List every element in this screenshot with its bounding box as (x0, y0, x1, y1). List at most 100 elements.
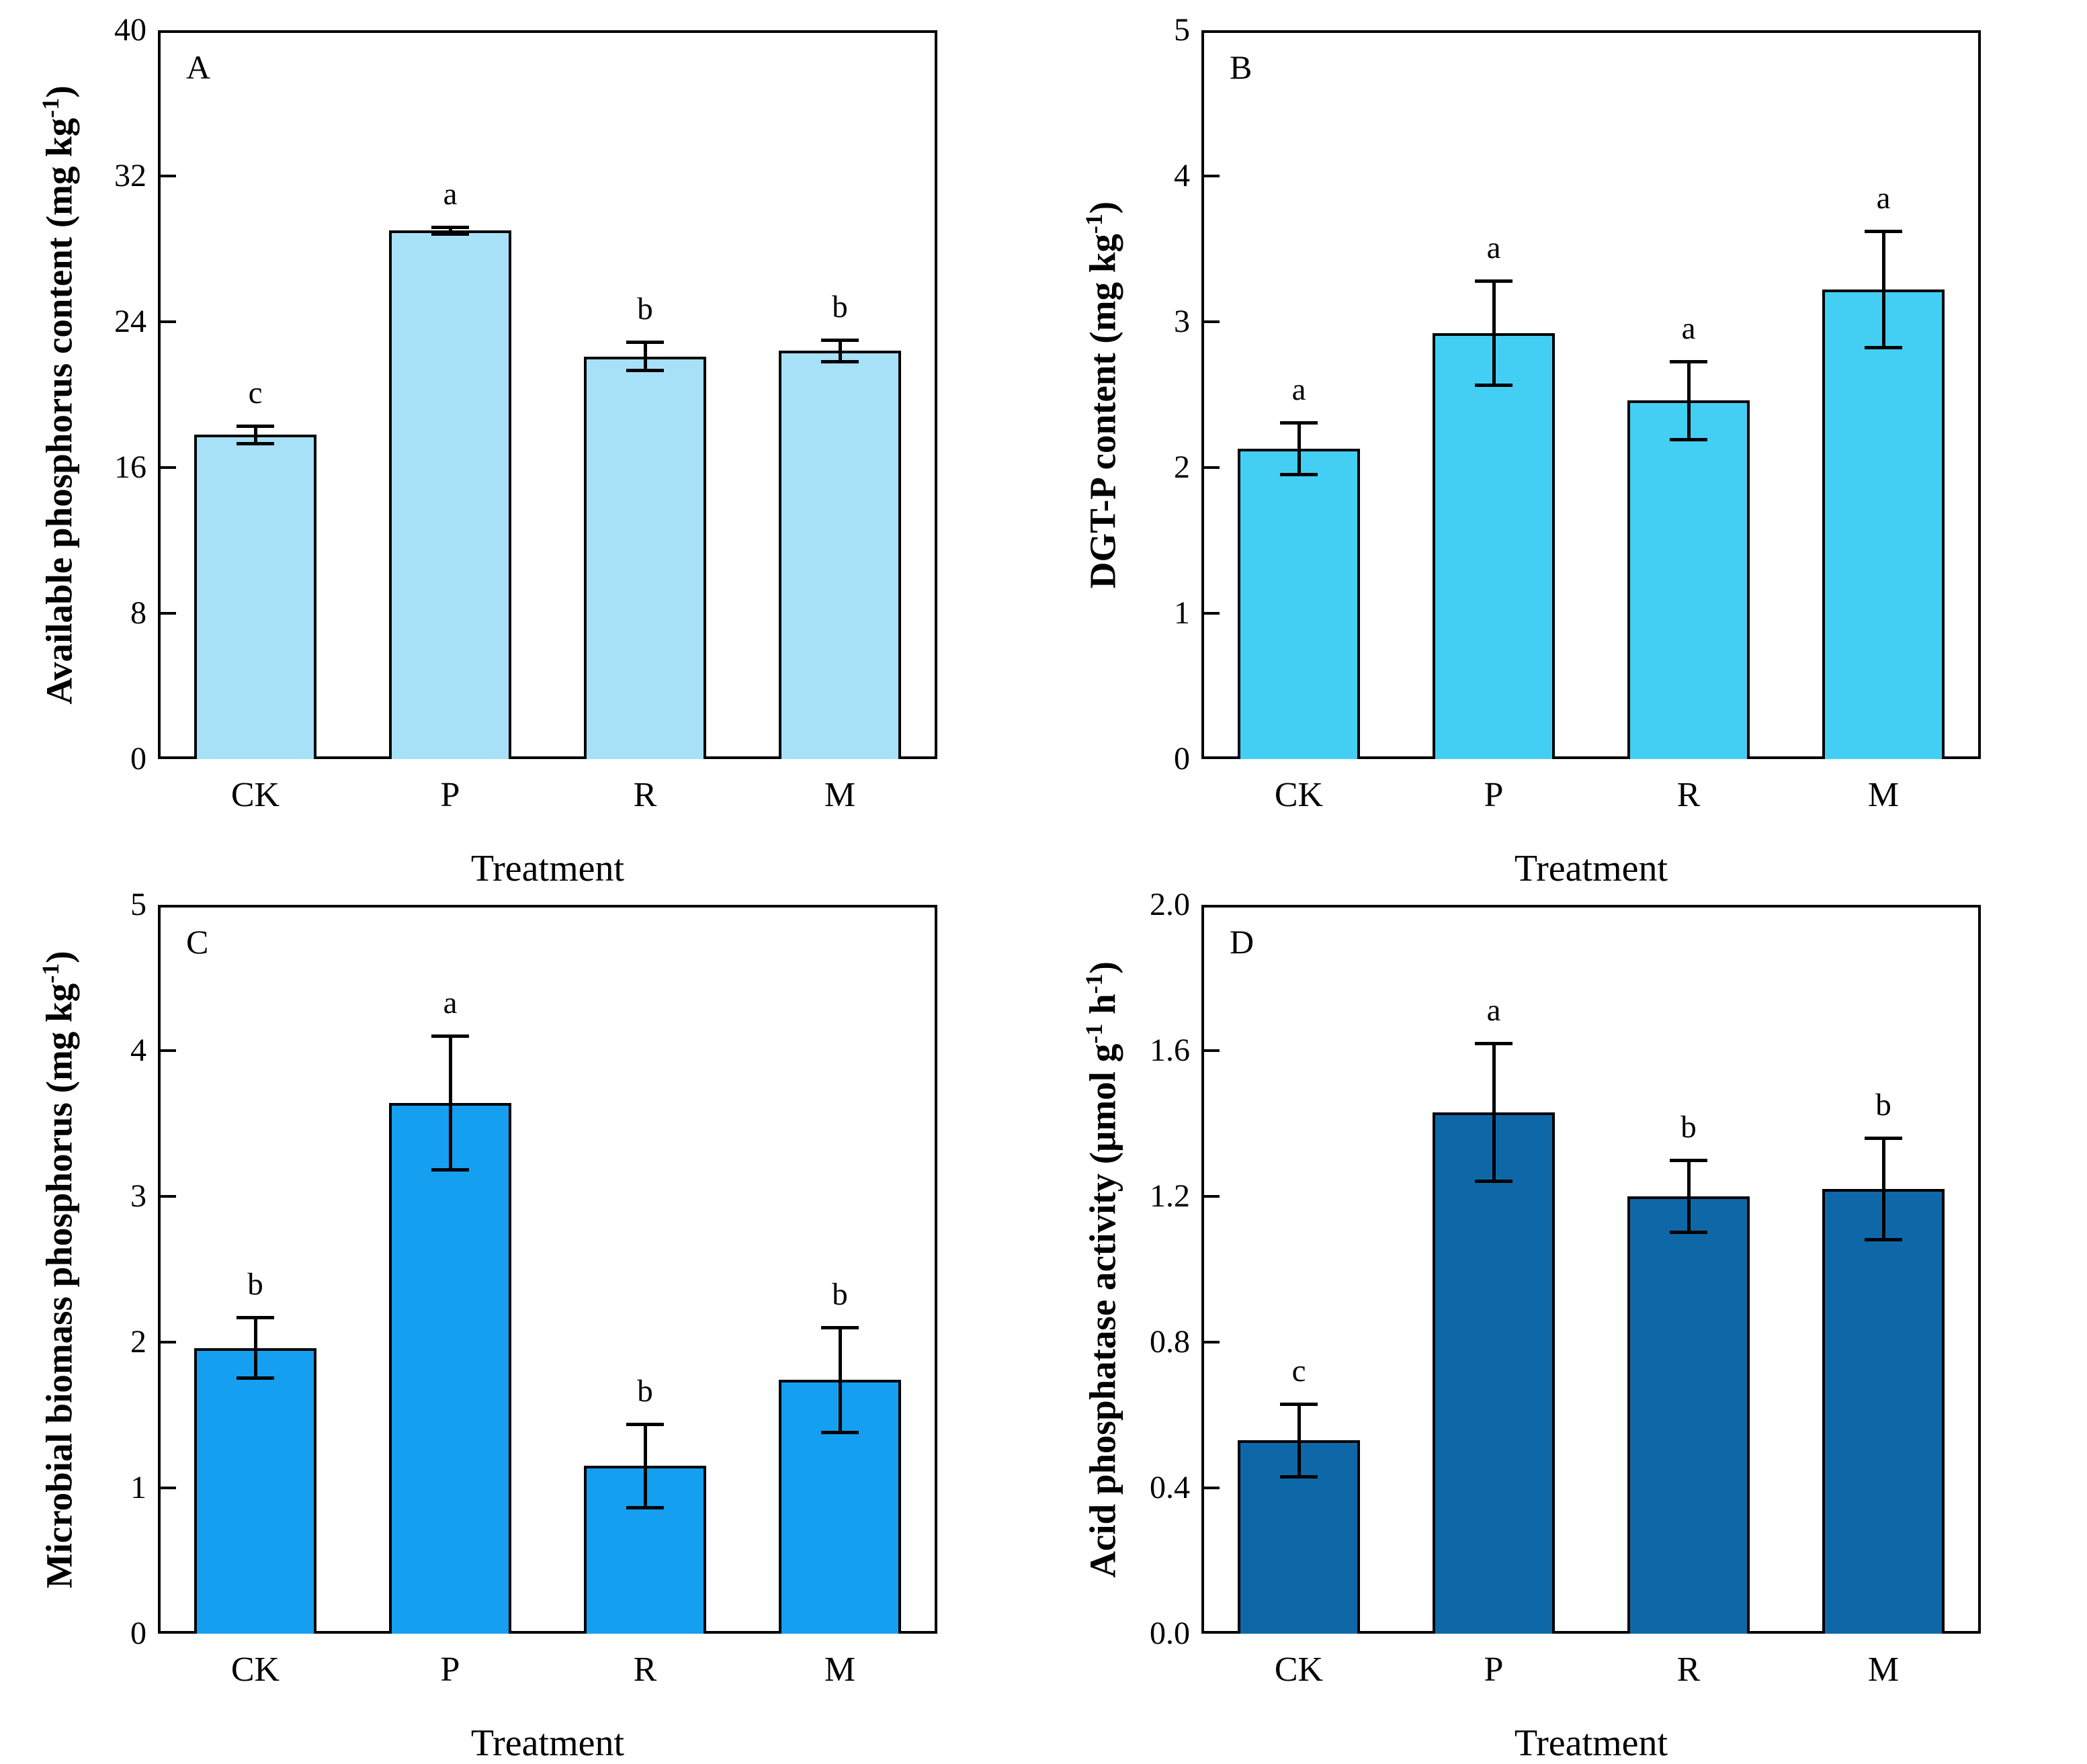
y-tick-mark (1201, 1049, 1220, 1052)
error-bar-cap-bottom (821, 359, 859, 363)
x-tick-label-R: R (633, 1650, 657, 1689)
error-bar-cap-bottom (237, 1376, 274, 1380)
error-bar-cap-bottom (1865, 1238, 1902, 1242)
bar-P (1433, 333, 1555, 759)
error-bar-cap-bottom (1670, 1231, 1707, 1235)
significance-letter: a (1486, 230, 1501, 266)
y-tick-label: 3 (130, 1178, 146, 1214)
error-bar-cap-bottom (821, 1430, 859, 1434)
y-tick-mark (158, 175, 176, 177)
error-bar-cap-top (821, 1326, 859, 1330)
y-axis-title: Microbial biomass phosphorus (mg kg-1) (27, 867, 79, 1673)
y-tick-label: 0.0 (1150, 1616, 1190, 1651)
x-tick-label-R: R (633, 776, 657, 814)
bar-CK (1238, 448, 1360, 759)
y-axis-title: DGT-P content (mg kg-1) (1070, 0, 1123, 798)
x-tick-label-M: M (824, 776, 856, 814)
y-axis-title-segment: -1 (1080, 973, 1107, 994)
y-tick-label: 8 (130, 595, 146, 631)
error-bar-cap-top (1670, 359, 1707, 363)
error-bar-cap-bottom (237, 441, 274, 445)
panel-letter: A (186, 48, 211, 86)
error-bar-cap-bottom (1475, 384, 1513, 388)
y-tick-label: 24 (114, 304, 146, 339)
error-bar-cap-bottom (1280, 472, 1318, 476)
error-bar-line (643, 1423, 647, 1509)
y-axis-title-segment: ) (1082, 961, 1123, 973)
significance-letter: a (1876, 181, 1891, 216)
x-tick-label-P: P (1484, 776, 1504, 814)
error-bar-line (1881, 231, 1885, 349)
error-bar-cap-top (626, 340, 664, 344)
bar-P (389, 230, 511, 759)
error-bar-line (838, 340, 842, 362)
y-tick-mark (1201, 175, 1220, 177)
significance-letter: a (1486, 993, 1501, 1028)
x-axis-title: Treatment (1514, 848, 1668, 889)
y-axis-title: Acid phosphatase activity (μmol g-1 h-1) (1070, 867, 1123, 1673)
error-bar-line (1687, 361, 1691, 440)
x-axis-title: Treatment (470, 848, 625, 889)
panel-letter: B (1230, 48, 1252, 86)
significance-letter: b (1875, 1088, 1891, 1123)
y-tick-mark (158, 1341, 176, 1343)
y-tick-label: 4 (130, 1032, 146, 1068)
significance-letter: a (443, 176, 458, 212)
error-bar-cap-bottom (1475, 1180, 1513, 1184)
error-bar-cap-top (237, 424, 274, 428)
error-bar-cap-top (1475, 279, 1513, 283)
error-bar-line (253, 425, 257, 444)
significance-letter: b (637, 291, 653, 326)
bar-P (389, 1103, 511, 1634)
y-tick-label: 5 (130, 887, 146, 922)
y-tick-mark (1201, 1195, 1220, 1198)
error-bar-cap-bottom (626, 1506, 664, 1510)
y-tick-label: 2 (1174, 449, 1190, 485)
significance-letter: a (1681, 310, 1696, 346)
bar-M (1822, 1189, 1945, 1634)
y-tick-mark (1201, 612, 1220, 615)
bar-R (1627, 1196, 1750, 1634)
bar-CK (194, 435, 316, 759)
y-axis-title: Available phosphorus content (mg kg-1) (27, 0, 79, 798)
error-bar-cap-top (821, 339, 859, 343)
y-tick-mark (158, 1487, 176, 1489)
significance-letter: b (637, 1373, 653, 1409)
y-tick-mark (1201, 320, 1220, 323)
error-bar-cap-top (1865, 230, 1902, 234)
y-tick-mark (158, 466, 176, 469)
x-tick-label-CK: CK (230, 776, 280, 814)
x-tick-label-M: M (824, 1650, 856, 1689)
significance-letter: a (443, 985, 458, 1021)
significance-letter: a (1291, 371, 1306, 407)
error-bar-cap-top (1280, 421, 1318, 425)
bar-R (1627, 400, 1750, 759)
error-bar-line (1492, 1043, 1496, 1182)
x-tick-label-M: M (1867, 776, 1900, 814)
error-bar-line (253, 1317, 257, 1379)
y-axis-title-segment: -1 (37, 963, 64, 983)
x-tick-label-CK: CK (1274, 1650, 1324, 1689)
error-bar-line (1297, 1404, 1301, 1477)
x-tick-label-P: P (440, 1650, 460, 1689)
error-bar-cap-top (431, 225, 469, 229)
y-tick-label: 0.8 (1150, 1324, 1190, 1360)
bar-M (779, 351, 901, 759)
bar-CK (194, 1348, 316, 1634)
y-tick-label: 1 (130, 1470, 146, 1505)
y-axis-title-segment: -1 (37, 97, 64, 118)
y-tick-mark (158, 320, 176, 323)
y-tick-mark (158, 1049, 176, 1052)
panel-D: D Acid phosphatase activity (μmol g-1 h-1… (1044, 875, 2087, 1762)
y-tick-label: 1.2 (1150, 1178, 1190, 1214)
y-tick-label: 5 (1174, 12, 1190, 48)
error-bar-line (1492, 281, 1496, 386)
error-bar-line (448, 226, 452, 234)
error-bar-line (643, 341, 647, 371)
error-bar-cap-bottom (1280, 1474, 1318, 1479)
x-tick-label-P: P (440, 776, 460, 814)
significance-letter: b (832, 1277, 848, 1313)
y-tick-label: 2.0 (1150, 887, 1190, 922)
y-axis-title-segment: DGT-P content (mg kg (1082, 233, 1123, 588)
